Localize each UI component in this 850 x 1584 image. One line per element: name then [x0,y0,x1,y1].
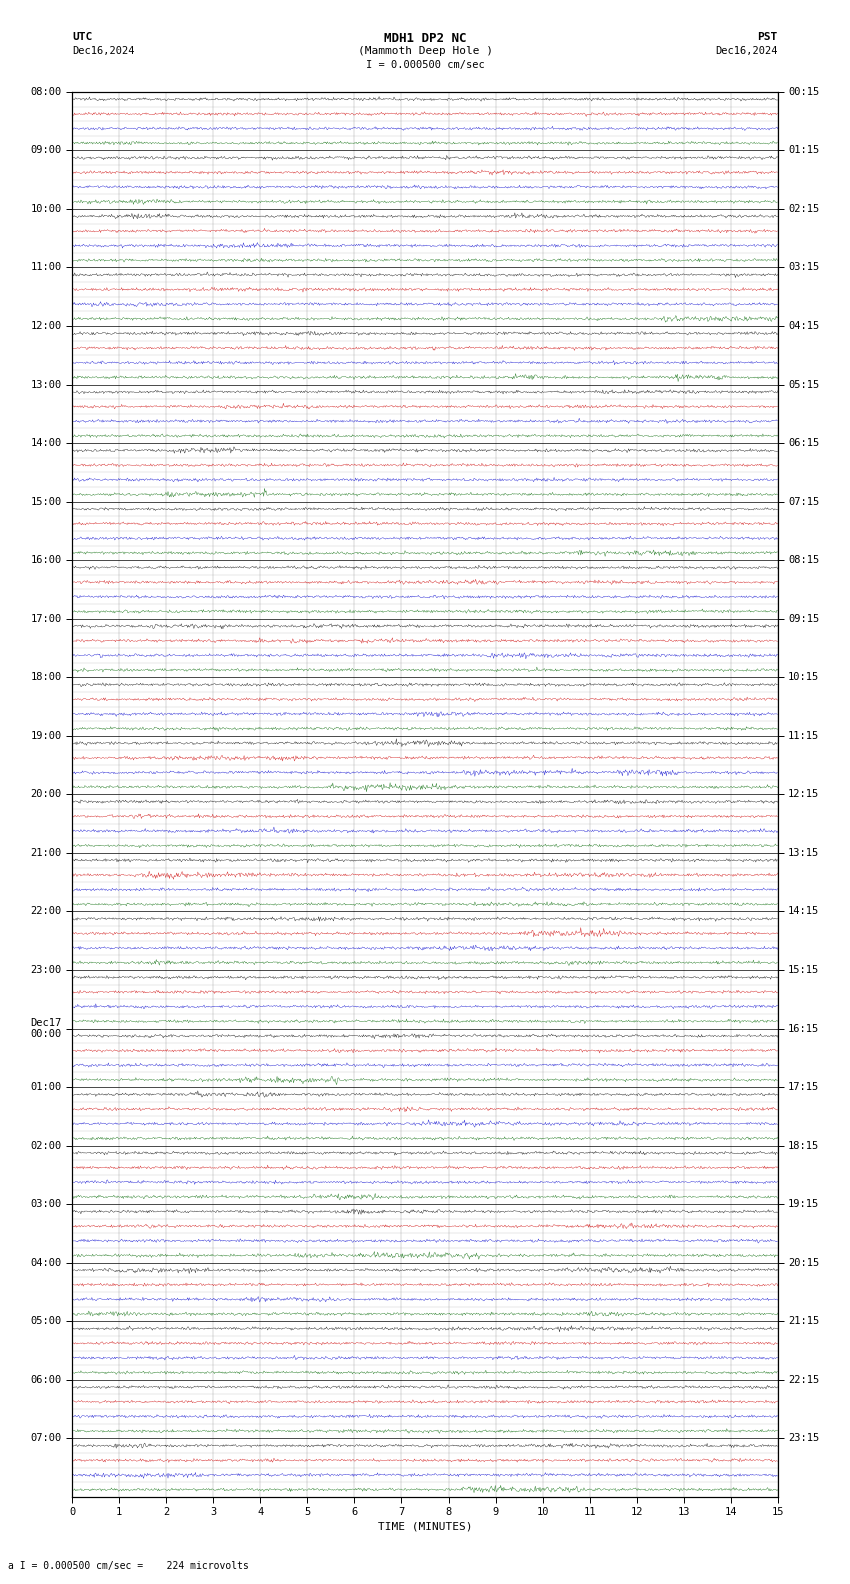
Text: I = 0.000500 cm/sec: I = 0.000500 cm/sec [366,60,484,70]
Text: PST: PST [757,32,778,41]
Text: UTC: UTC [72,32,93,41]
Text: Dec16,2024: Dec16,2024 [715,46,778,55]
Text: a I = 0.000500 cm/sec =    224 microvolts: a I = 0.000500 cm/sec = 224 microvolts [8,1562,249,1571]
Text: (Mammoth Deep Hole ): (Mammoth Deep Hole ) [358,46,492,55]
X-axis label: TIME (MINUTES): TIME (MINUTES) [377,1522,473,1532]
Text: MDH1 DP2 NC: MDH1 DP2 NC [383,32,467,44]
Text: Dec16,2024: Dec16,2024 [72,46,135,55]
